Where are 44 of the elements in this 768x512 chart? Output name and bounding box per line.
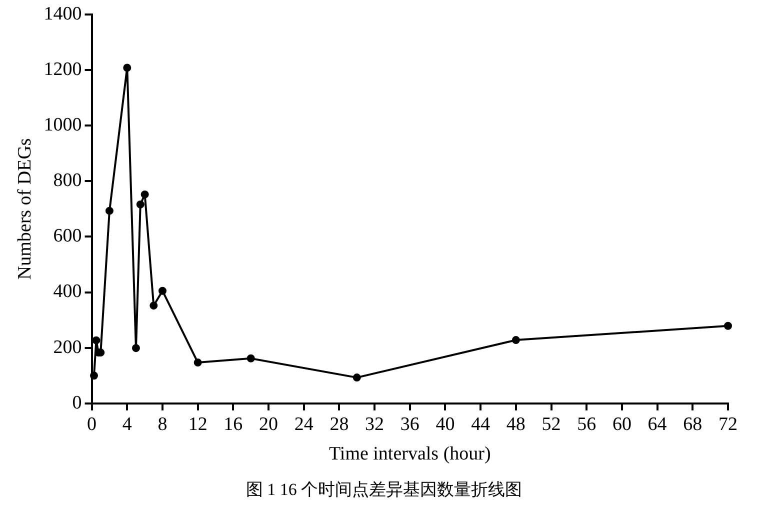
x-tick-label: 56 [577,414,596,435]
x-tick-label: 48 [506,414,526,435]
x-tick-label: 20 [259,414,278,435]
point [90,372,98,380]
point [140,190,149,198]
point [132,344,140,352]
x-tick-label: 40 [436,414,455,435]
point [92,336,100,344]
x-tick-label: 68 [683,414,702,435]
y-tick-label: 1200 [44,58,82,80]
y-axis-title: Numbers of DEGs [14,138,36,280]
y-tick-label: 0 [72,392,82,414]
x-tick-label: 52 [542,414,561,435]
x-tick-label: 32 [365,414,384,435]
x-tick-label: 24 [294,414,314,435]
x-tick-label: 72 [718,414,738,435]
x-tick-label: 12 [188,414,208,435]
caption: 图 1 16 个时间点差异基因数量折线图 [244,479,524,501]
x-tick-label: 28 [330,414,349,435]
y-tick-label: 800 [53,170,82,192]
x-tick-label: 8 [158,414,168,435]
y-tick-label: 600 [53,226,82,247]
y-tick-label: 1000 [44,114,82,136]
y-tick-label: 400 [53,281,82,302]
point [105,206,114,215]
point [512,336,520,344]
point [158,286,166,295]
point [724,322,732,330]
x-tick-label: 60 [612,414,632,435]
point [150,302,158,310]
point [194,358,202,367]
point [352,374,361,382]
point [246,354,255,362]
y-tick-label: 1400 [44,3,82,24]
x-tick-label: 36 [400,414,420,435]
x-tick-label: 64 [648,414,668,435]
x-tick-label: 16 [224,414,243,435]
x-axis-title: Time intervals (hour) [328,444,491,465]
y-tick-label: 200 [53,336,82,358]
x-tick-label: 4 [122,414,132,435]
point [136,200,144,208]
x-tick-label: 0 [87,414,97,435]
point [123,64,132,72]
x-tick-label: 44 [471,414,491,435]
